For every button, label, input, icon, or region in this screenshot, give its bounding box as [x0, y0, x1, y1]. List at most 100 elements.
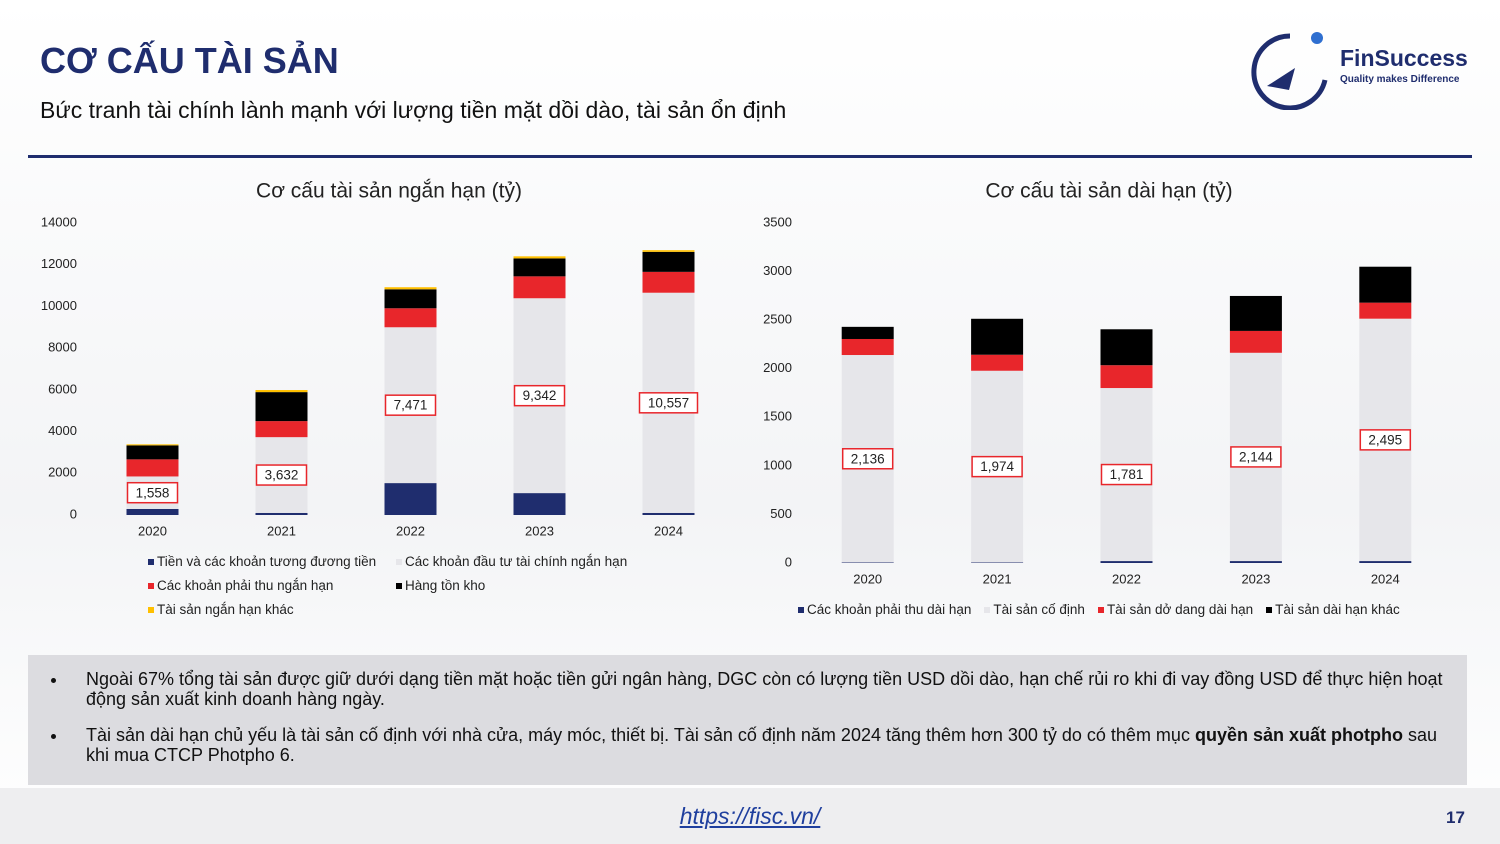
- value-label: 1,974: [980, 459, 1014, 474]
- legend-label: Tài sản cố định: [993, 602, 1085, 617]
- y-tick-label: 500: [770, 506, 792, 521]
- value-label-box: [971, 455, 1023, 478]
- bar-segment: [642, 512, 695, 515]
- y-tick-label: 8000: [48, 340, 77, 355]
- value-label-box: [1359, 429, 1412, 451]
- legend-swatch: [798, 606, 804, 613]
- bar-segment: [384, 289, 437, 309]
- legend-label: Các khoản phải thu ngắn hạn: [157, 578, 334, 593]
- logo-tagline: Quality makes Difference: [1340, 74, 1460, 85]
- bullet: Ngoài 67% tổng tài sản được giữ dưới dạn…: [68, 669, 1447, 709]
- legend-item: Tài sản cố định: [984, 602, 1085, 617]
- x-tick-label: 2023: [525, 523, 554, 538]
- value-label: 10,557: [648, 395, 689, 410]
- bar-segment: [841, 338, 894, 356]
- y-tick-label: 1500: [763, 409, 792, 424]
- legend-swatch: [396, 558, 402, 565]
- bar-segment: [971, 318, 1024, 355]
- x-tick-label: 2021: [267, 523, 296, 538]
- legend-item: Các khoản phải thu ngắn hạn: [148, 578, 396, 593]
- y-tick-label: 0: [70, 506, 77, 521]
- y-tick-label: 3000: [763, 263, 792, 278]
- legend-item: Tài sản ngắn hạn khác: [148, 602, 396, 617]
- bar-segment: [126, 508, 179, 515]
- bar-segment: [642, 271, 695, 293]
- x-tick-label: 2020: [138, 523, 167, 538]
- logo-icon: [1251, 32, 1328, 110]
- legend-swatch: [148, 558, 154, 565]
- bar-segment: [513, 258, 566, 277]
- y-tick-label: 12000: [41, 256, 77, 271]
- bar-segment: [642, 250, 695, 252]
- logo-name: FinSuccess: [1340, 45, 1468, 71]
- value-label-box: [384, 394, 437, 416]
- bar-segment: [841, 326, 894, 339]
- bar-segment: [1229, 330, 1282, 353]
- value-label-box: [126, 481, 179, 504]
- legend-label: Các khoản đầu tư tài chính ngắn hạn: [405, 554, 628, 569]
- legend-item: Hàng tồn kho: [396, 578, 646, 593]
- bullet-text: Ngoài 67% tổng tài sản được giữ dưới dạn…: [86, 669, 1443, 709]
- y-tick-label: 4000: [48, 423, 77, 438]
- bullet-text: quyền sản xuất photpho: [1194, 725, 1403, 745]
- bar-segment: [255, 390, 308, 393]
- legend-swatch: [148, 606, 154, 613]
- y-tick-label: 1000: [763, 457, 792, 472]
- value-label-box: [1100, 463, 1153, 486]
- legend-label: Tài sản dở dang dài hạn: [1106, 602, 1254, 617]
- y-tick-label: 2500: [763, 312, 792, 327]
- legend-item: Tài sản dài hạn khác: [1266, 602, 1400, 617]
- value-label-box: [638, 392, 699, 414]
- legend-swatch: [1266, 606, 1273, 613]
- value-label: 1,781: [1110, 467, 1144, 482]
- bar-segment: [126, 445, 179, 460]
- bar-segment: [255, 421, 308, 438]
- x-tick-label: 2022: [1112, 571, 1141, 586]
- legend: Tiền và các khoản tương đương tiền Các kh…: [148, 554, 646, 617]
- legend-item: Các khoản đầu tư tài chính ngắn hạn: [396, 554, 646, 569]
- legend-label: Hàng tồn kho: [405, 578, 486, 593]
- page-number: 17: [1446, 808, 1465, 827]
- value-label: 9,342: [523, 388, 557, 403]
- value-label: 3,632: [265, 468, 299, 483]
- value-label-box: [1230, 446, 1282, 468]
- bullet-text: sau khi mua CTCP Photpho 6.: [86, 725, 1437, 765]
- value-label-box: [513, 384, 566, 407]
- bar-segment: [1359, 561, 1412, 563]
- legend-label: Tài sản dài hạn khác: [1275, 602, 1400, 617]
- legend-item: Tài sản dở dang dài hạn: [1097, 602, 1254, 617]
- value-label-box: [255, 464, 308, 486]
- bar-segment: [513, 493, 566, 515]
- x-tick-label: 2020: [853, 571, 882, 586]
- footer-link[interactable]: https://fisc.vn/: [679, 803, 821, 829]
- value-label: 7,471: [394, 398, 428, 413]
- bar-segment: [1100, 561, 1153, 563]
- bar-segment: [384, 483, 437, 515]
- x-tick-label: 2022: [396, 523, 425, 538]
- value-label-box: [841, 448, 894, 470]
- legend: Các khoản phải thu dài hạn Tài sản cố địn…: [798, 602, 1400, 617]
- x-tick-label: 2021: [983, 571, 1012, 586]
- footer: [0, 788, 1500, 844]
- legend-label: Các khoản phải thu dài hạn: [807, 602, 972, 617]
- bar-segment: [642, 251, 695, 272]
- y-tick-label: 6000: [48, 381, 77, 396]
- subtitle: Bức tranh tài chính lành mạnh với lượng …: [40, 97, 787, 123]
- bar-segment: [255, 392, 308, 422]
- bar-segment: [126, 444, 179, 446]
- legend-swatch: [1097, 606, 1104, 613]
- legend-swatch: [396, 582, 402, 589]
- chart-title: Cơ cấu tài sản ngắn hạn (tỷ): [256, 180, 522, 203]
- chart-title: Cơ cấu tài sản dài hạn (tỷ): [985, 180, 1232, 203]
- y-tick-label: 2000: [48, 465, 77, 480]
- legend-item: Tiền và các khoản tương đương tiền: [148, 554, 396, 569]
- legend-label: Tài sản ngắn hạn khác: [157, 602, 294, 617]
- value-label: 2,495: [1368, 432, 1402, 447]
- bar-segment: [1359, 302, 1412, 319]
- value-label: 1,558: [136, 485, 170, 500]
- legend-swatch: [148, 582, 154, 589]
- bar-segment: [1359, 266, 1412, 303]
- x-tick-label: 2023: [1241, 571, 1270, 586]
- legend-label: Tiền và các khoản tương đương tiền: [157, 554, 377, 569]
